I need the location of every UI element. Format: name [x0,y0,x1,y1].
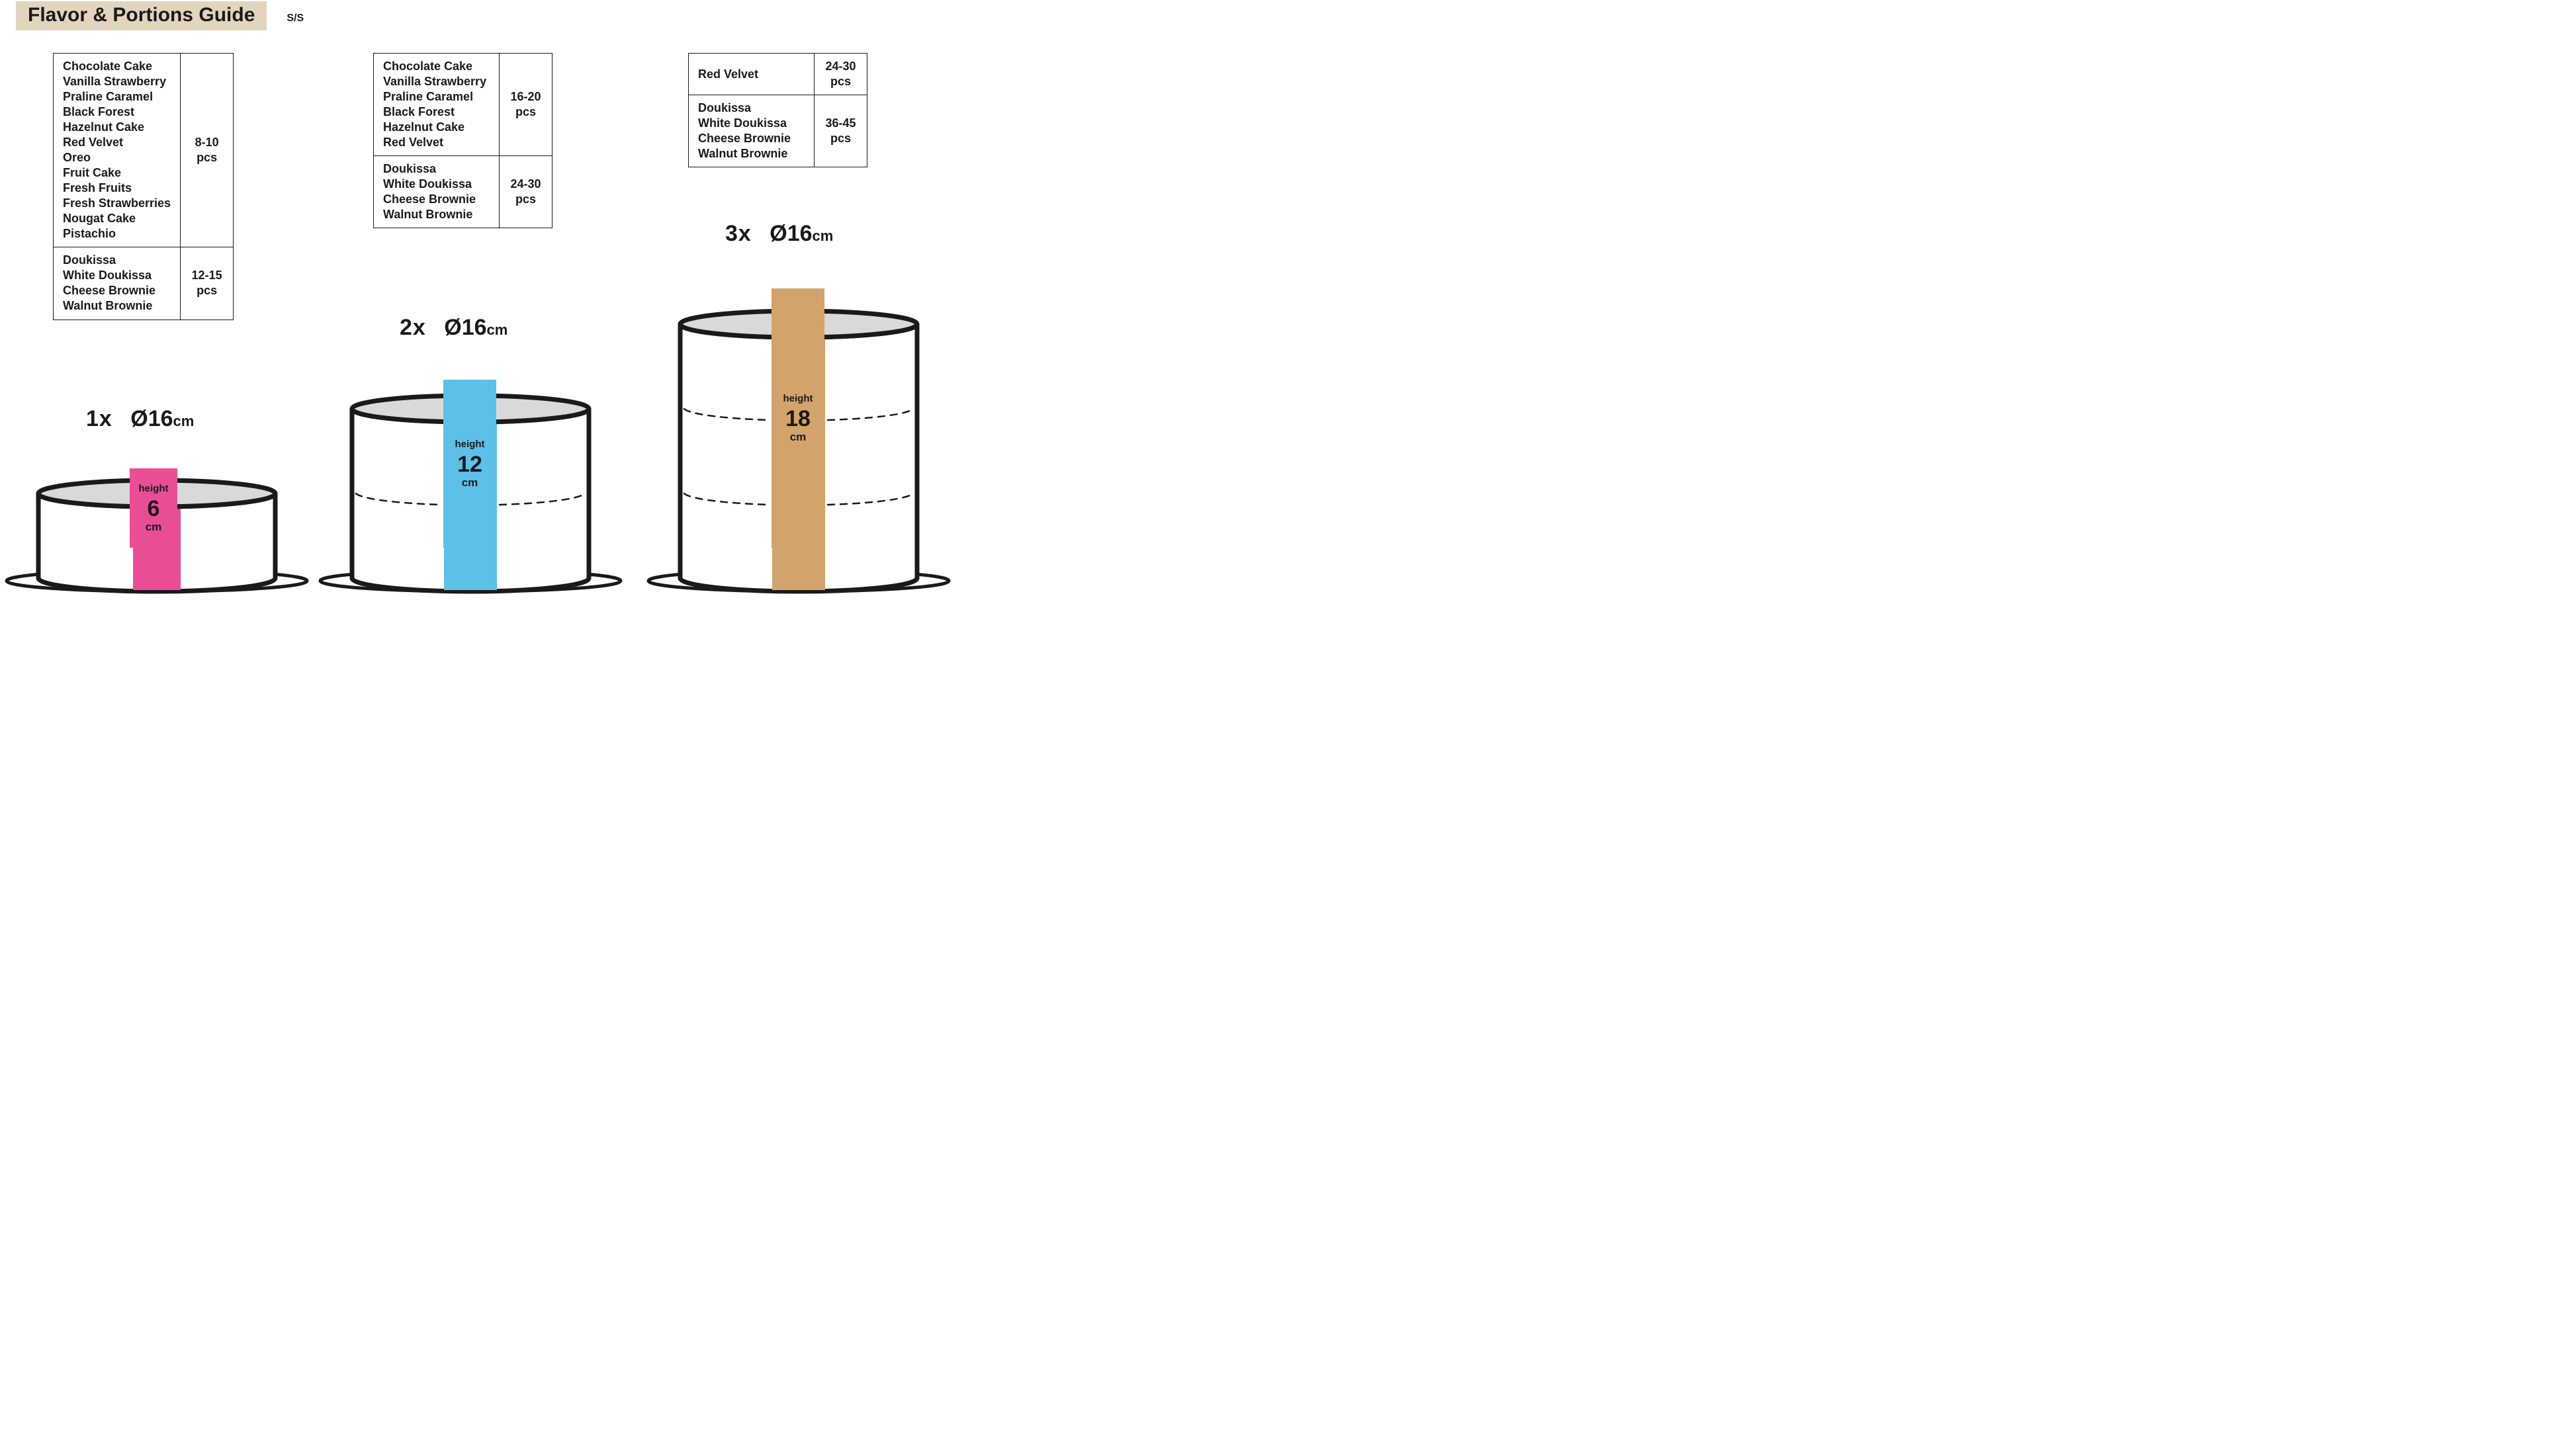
title-row: Flavor & Portions Guide S/S [16,1,304,30]
height-unit: cm [443,477,496,488]
height-value: 18 [772,407,824,430]
table-row: Doukissa White Doukissa Cheese Brownie W… [689,95,867,167]
portions-table-3x: Red Velvet 24-30 pcs Doukissa White Douk… [688,53,867,167]
infographic-root: Flavor & Portions Guide S/S Chocolate Ca… [0,0,989,595]
portion-count: 16-20 pcs [500,54,552,156]
portion-count: 8-10 pcs [181,54,234,247]
height-unit: cm [130,521,177,533]
height-label: height [130,484,177,493]
table-row: Chocolate Cake Vanilla Strawberry Pralin… [54,54,234,247]
diameter: Ø16 [444,315,486,340]
diameter: Ø16 [130,406,173,431]
portion-count: 12-15 pcs [181,247,234,320]
height-label: height [772,394,824,404]
diameter: Ø16 [770,221,812,246]
height-unit: cm [772,431,824,443]
multiplier: 1x [86,406,112,431]
flavor-list: Doukissa White Doukissa Cheese Brownie W… [54,247,181,320]
multiplier: 2x [400,315,426,340]
table-row: Chocolate Cake Vanilla Strawberry Pralin… [374,54,552,156]
height-band-3x: height 18 cm [772,288,824,548]
height-band-2x: height 12 cm [443,380,496,548]
cm-unit: cm [487,321,508,338]
flavor-list: Chocolate Cake Vanilla Strawberry Pralin… [54,54,181,247]
size-label-2x: 2x Ø16cm [400,315,508,341]
table-row: Doukissa White Doukissa Cheese Brownie W… [54,247,234,320]
cm-unit: cm [173,413,195,429]
portion-count: 24-30 pcs [500,156,552,228]
portions-table-2x: Chocolate Cake Vanilla Strawberry Pralin… [373,53,552,228]
flavor-list: Doukissa White Doukissa Cheese Brownie W… [374,156,500,228]
height-value: 6 [130,497,177,520]
page-subtitle: S/S [287,13,304,24]
flavor-list: Doukissa White Doukissa Cheese Brownie W… [689,95,815,167]
portion-count: 24-30 pcs [815,54,867,95]
height-band-1x: height 6 cm [130,468,177,548]
portions-table-1x: Chocolate Cake Vanilla Strawberry Pralin… [53,53,234,320]
table-row: Red Velvet 24-30 pcs [689,54,867,95]
page-title: Flavor & Portions Guide [16,1,267,30]
height-label: height [443,439,496,449]
cm-unit: cm [813,228,834,244]
size-label-3x: 3x Ø16cm [725,221,833,247]
multiplier: 3x [725,221,752,246]
flavor-list: Red Velvet [689,54,815,95]
table-row: Doukissa White Doukissa Cheese Brownie W… [374,156,552,228]
portion-count: 36-45 pcs [815,95,867,167]
flavor-list: Chocolate Cake Vanilla Strawberry Pralin… [374,54,500,156]
size-label-1x: 1x Ø16cm [86,406,194,432]
height-value: 12 [443,453,496,476]
